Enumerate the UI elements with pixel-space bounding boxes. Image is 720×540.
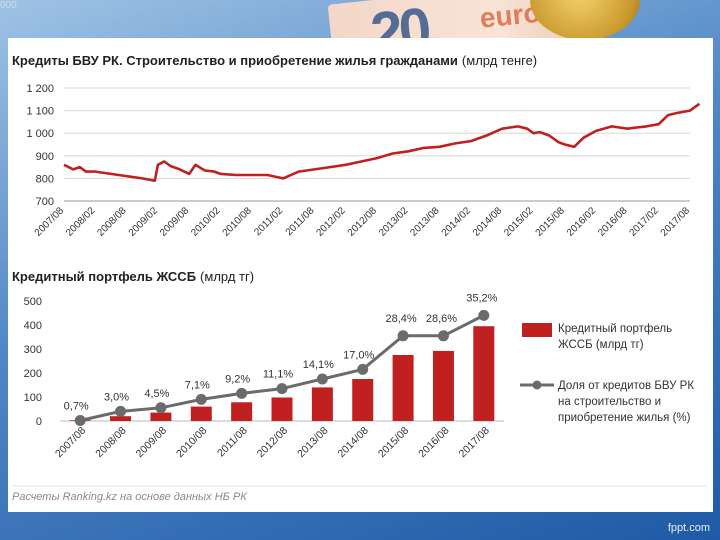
legend-bar-label: Кредитный портфель <box>558 323 672 335</box>
bar-chart: Кредитный портфель ЖССБ (млрд тг) 500 400 30… <box>12 269 694 460</box>
share-point <box>316 373 328 385</box>
x-tick-label: 2007/08 <box>53 425 88 460</box>
bar <box>190 406 212 421</box>
share-data-label: 0,7% <box>64 401 89 413</box>
bar-chart-title: Кредитный портфель ЖССБ (млрд тг) <box>12 269 254 284</box>
footer-brand: fppt.com <box>667 522 710 534</box>
x-tick-label: 2010/08 <box>221 205 255 239</box>
x-tick-label: 2013/08 <box>295 425 330 460</box>
charts-svg: Кредиты БВУ РК. Строительство и приобрет… <box>12 53 706 503</box>
y-tick-label: 200 <box>24 368 42 380</box>
x-tick-label: 2007/08 <box>33 205 67 239</box>
share-data-label: 9,2% <box>225 373 250 385</box>
source-note: Расчеты Ranking.kz на основе данных НБ Р… <box>12 491 247 503</box>
bar <box>311 387 333 421</box>
share-point <box>397 330 409 342</box>
x-tick-label: 2016/08 <box>416 425 451 460</box>
bar <box>352 379 374 421</box>
line-chart: Кредиты БВУ РК. Строительство и приобрет… <box>12 53 701 239</box>
x-tick-label: 2016/08 <box>596 205 630 239</box>
y-tick-label: 900 <box>36 151 54 163</box>
x-tick-label: 2017/02 <box>627 205 661 239</box>
share-point <box>115 405 127 417</box>
x-tick-label: 2014/08 <box>336 425 371 460</box>
share-point <box>276 383 288 395</box>
share-data-label: 7,1% <box>185 379 210 391</box>
x-tick-label: 2010/08 <box>174 425 209 460</box>
share-point <box>236 387 248 399</box>
y-tick-label: 1 100 <box>26 106 54 118</box>
x-tick-label: 2010/02 <box>189 205 223 239</box>
x-tick-label: 2008/08 <box>93 425 128 460</box>
x-tick-label: 2009/02 <box>127 205 161 239</box>
share-point <box>155 402 167 414</box>
bar <box>392 355 414 421</box>
x-tick-label: 2012/08 <box>346 205 380 239</box>
share-data-label: 28,6% <box>426 313 457 325</box>
share-point <box>74 415 86 427</box>
bar <box>473 326 495 421</box>
x-tick-label: 2013/08 <box>408 205 442 239</box>
bar <box>150 412 172 421</box>
y-tick-label: 100 <box>24 392 42 404</box>
legend: Кредитный портфель ЖССБ (млрд тг) Доля от … <box>520 323 694 424</box>
share-point <box>437 330 449 342</box>
x-tick-label: 2008/02 <box>64 205 98 239</box>
legend-line-label: приобретение жилья (%) <box>558 412 691 424</box>
x-tick-label: 2017/08 <box>659 205 693 239</box>
y-tick-label: 400 <box>24 320 42 332</box>
x-tick-label: 2009/08 <box>158 205 192 239</box>
y-tick-label: 300 <box>24 344 42 356</box>
share-data-label: 28,4% <box>385 313 416 325</box>
x-tick-label: 2011/08 <box>215 425 250 460</box>
bar <box>432 350 454 421</box>
legend-bar-label: ЖССБ (млрд тг) <box>558 339 644 351</box>
corner-decoration-text: 000 <box>0 0 17 11</box>
content-panel: Кредиты БВУ РК. Строительство и приобрет… <box>8 38 713 512</box>
y-tick-label: 500 <box>24 296 42 308</box>
x-tick-label: 2017/08 <box>457 425 492 460</box>
x-tick-label: 2015/08 <box>534 205 568 239</box>
legend-line-label: на строительство и <box>558 396 661 408</box>
y-tick-label: 1 000 <box>26 128 54 140</box>
x-tick-label: 2011/08 <box>284 205 317 238</box>
bar <box>271 397 293 421</box>
bar <box>110 416 132 421</box>
x-tick-label: 2009/08 <box>134 425 169 460</box>
share-data-label: 3,0% <box>104 391 129 403</box>
x-tick-label: 2015/08 <box>376 425 411 460</box>
share-point <box>357 363 369 375</box>
share-data-label: 11,1% <box>263 369 294 381</box>
share-point <box>195 393 207 405</box>
x-tick-label: 2016/02 <box>565 205 599 239</box>
x-tick-label: 2008/08 <box>95 205 129 239</box>
y-tick-label: 800 <box>36 173 54 185</box>
x-tick-label: 2012/08 <box>255 425 290 460</box>
line-chart-title: Кредиты БВУ РК. Строительство и приобрет… <box>12 53 537 68</box>
share-point <box>478 309 490 321</box>
x-tick-label: 2013/02 <box>377 205 411 239</box>
legend-line-marker <box>532 380 542 390</box>
x-tick-label: 2015/02 <box>502 205 536 239</box>
y-tick-label: 700 <box>36 196 54 208</box>
y-tick-label: 0 <box>36 416 42 428</box>
x-tick-label: 2012/02 <box>314 205 348 239</box>
share-data-label: 35,2% <box>466 292 497 304</box>
legend-line-label: Доля от кредитов БВУ РК <box>558 380 694 392</box>
y-tick-label: 1 200 <box>26 83 54 95</box>
legend-bar-swatch <box>522 323 552 337</box>
share-data-label: 4,5% <box>144 388 169 400</box>
series-line <box>63 102 701 182</box>
x-tick-label: 2014/08 <box>471 205 505 239</box>
x-tick-label: 2014/02 <box>440 205 474 239</box>
x-tick-label: 2011/02 <box>252 205 285 238</box>
share-data-label: 17,0% <box>343 349 374 361</box>
bar <box>231 402 253 421</box>
share-data-label: 14,1% <box>303 359 334 371</box>
